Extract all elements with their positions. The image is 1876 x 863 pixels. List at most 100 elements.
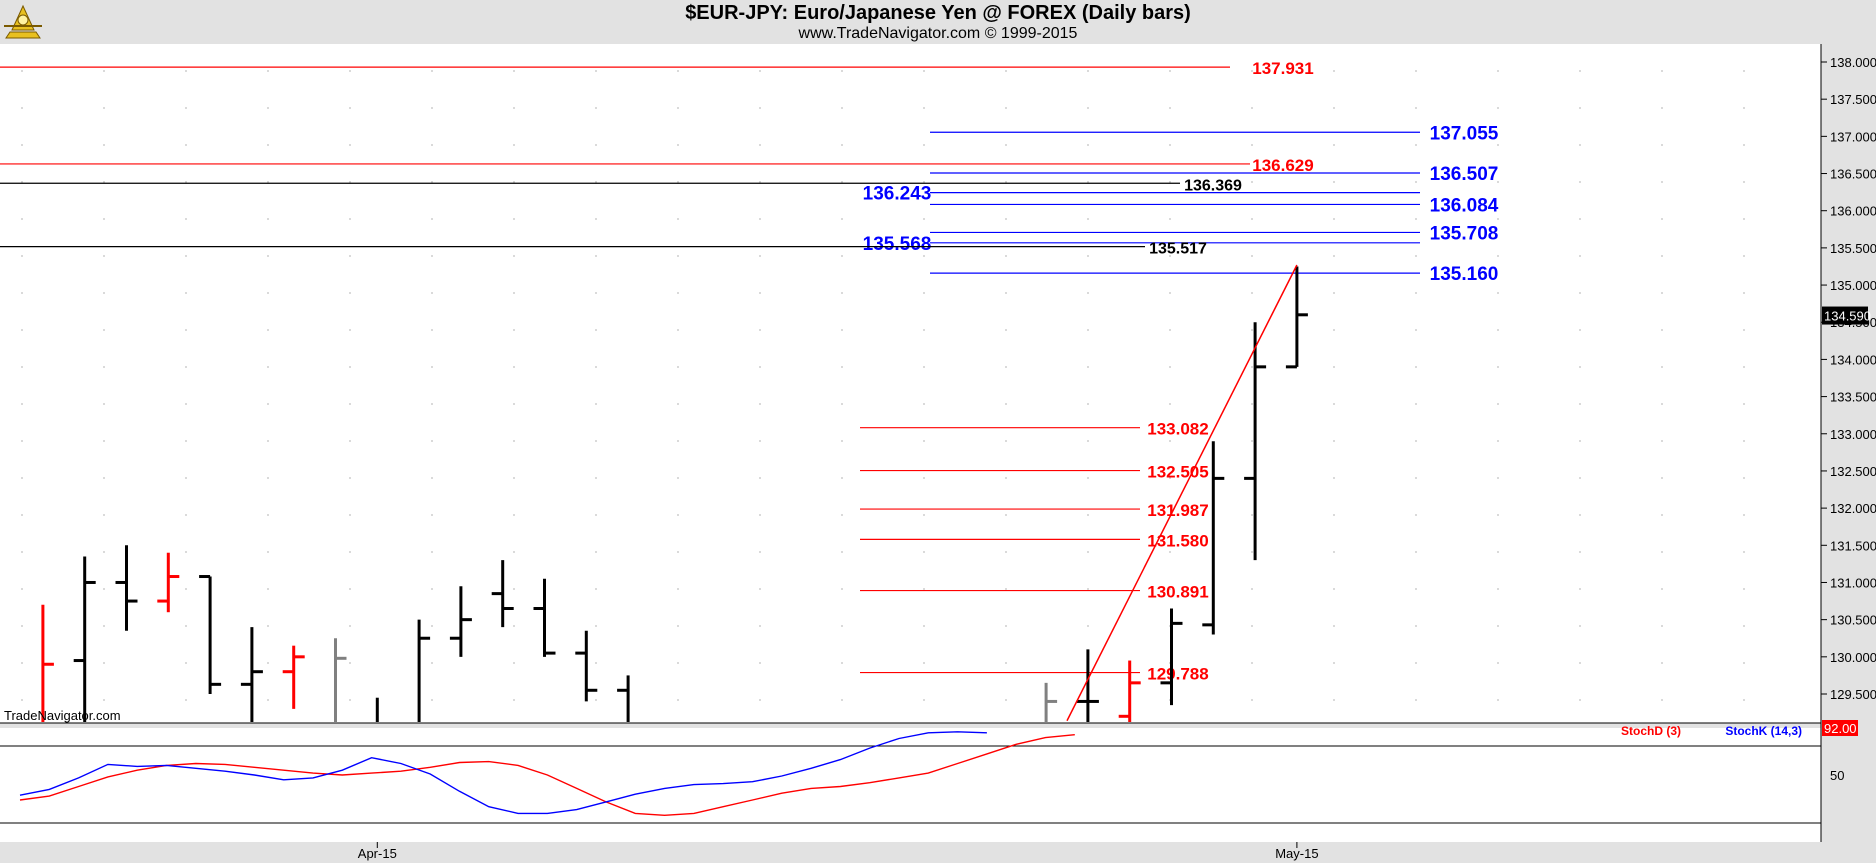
grid-dot <box>103 477 105 479</box>
grid-dot <box>1415 403 1417 405</box>
grid-dot <box>1005 588 1007 590</box>
grid-dot <box>1333 514 1335 516</box>
grid-dot <box>1005 403 1007 405</box>
grid-dot <box>513 588 515 590</box>
grid-dot <box>1579 551 1581 553</box>
grid-dot <box>677 514 679 516</box>
grid-dot <box>1169 70 1171 72</box>
grid-dot <box>1415 477 1417 479</box>
grid-dot <box>21 699 23 701</box>
grid-dot <box>1579 70 1581 72</box>
grid-dot <box>1743 292 1745 294</box>
grid-dot <box>1169 107 1171 109</box>
grid-dot <box>21 366 23 368</box>
chart-title: $EUR-JPY: Euro/Japanese Yen @ FOREX (Dai… <box>685 2 1191 24</box>
grid-dot <box>1005 255 1007 257</box>
grid-dot <box>103 181 105 183</box>
grid-dot <box>185 625 187 627</box>
grid-dot <box>923 625 925 627</box>
grid-dot <box>185 551 187 553</box>
stoch-series-line <box>19 734 1075 817</box>
grid-dot <box>431 366 433 368</box>
y-tick-label: 133.000 <box>1830 427 1876 442</box>
grid-dot <box>185 255 187 257</box>
grid-dot <box>267 255 269 257</box>
grid-dot <box>103 514 105 516</box>
grid-dot <box>1743 329 1745 331</box>
grid-dot <box>1415 588 1417 590</box>
grid-dot <box>431 255 433 257</box>
grid-dot <box>1087 218 1089 220</box>
grid-dot <box>759 255 761 257</box>
grid-dot <box>431 70 433 72</box>
y-tick-label: 132.500 <box>1830 464 1876 479</box>
grid-dot <box>1169 329 1171 331</box>
grid-dot <box>21 107 23 109</box>
grid-dot <box>267 403 269 405</box>
grid-dot <box>21 551 23 553</box>
y-tick-label: 135.500 <box>1830 241 1876 256</box>
y-tick-label: 136.500 <box>1830 167 1876 182</box>
grid-dot <box>1087 551 1089 553</box>
grid-dot <box>677 218 679 220</box>
grid-dot <box>267 70 269 72</box>
grid-dot <box>1251 403 1253 405</box>
grid-dot <box>1087 403 1089 405</box>
grid-dot <box>349 292 351 294</box>
level-label: 130.891 <box>1147 583 1208 602</box>
grid-dot <box>759 70 761 72</box>
grid-dot <box>1415 70 1417 72</box>
grid-dot <box>1415 551 1417 553</box>
grid-dot <box>513 329 515 331</box>
grid-dot <box>595 440 597 442</box>
grid-dot <box>1251 181 1253 183</box>
grid-dot <box>1333 588 1335 590</box>
y-tick-label: 138.000 <box>1830 55 1876 70</box>
grid-dot <box>513 181 515 183</box>
grid-dot <box>677 551 679 553</box>
grid-dot <box>923 181 925 183</box>
grid-dot <box>21 70 23 72</box>
grid-dot <box>759 218 761 220</box>
grid-dot <box>1661 144 1663 146</box>
grid-dot <box>677 403 679 405</box>
grid-dot <box>1333 366 1335 368</box>
grid-dot <box>1333 699 1335 701</box>
grid-dot <box>1743 514 1745 516</box>
grid-dot <box>267 144 269 146</box>
y-tick-label: 133.500 <box>1830 390 1876 405</box>
grid-dot <box>1743 107 1745 109</box>
grid-dot <box>923 292 925 294</box>
grid-dot <box>1415 181 1417 183</box>
level-label: 137.931 <box>1252 59 1313 78</box>
grid-dot <box>103 107 105 109</box>
grid-dot <box>759 403 761 405</box>
grid-dot <box>185 440 187 442</box>
grid-dot <box>1333 662 1335 664</box>
grid-dot <box>1005 699 1007 701</box>
grid-dot <box>1579 440 1581 442</box>
grid-dot <box>349 255 351 257</box>
grid-dot <box>21 144 23 146</box>
grid-dot <box>759 625 761 627</box>
grid-dot <box>1169 144 1171 146</box>
grid-dot <box>21 662 23 664</box>
grid-dot <box>1251 699 1253 701</box>
grid-dot <box>267 218 269 220</box>
grid-dot <box>431 662 433 664</box>
watermark: TradeNavigator.com <box>4 708 121 723</box>
grid-dot <box>1169 440 1171 442</box>
grid-dot <box>1333 107 1335 109</box>
grid-dot <box>513 403 515 405</box>
level-label: 135.708 <box>1430 223 1499 244</box>
grid-dot <box>1415 255 1417 257</box>
grid-dot <box>185 144 187 146</box>
y-tick-label: 135.000 <box>1830 278 1876 293</box>
grid-dot <box>1579 107 1581 109</box>
grid-dot <box>267 366 269 368</box>
grid-dot <box>349 366 351 368</box>
grid-dot <box>677 329 679 331</box>
grid-dot <box>677 292 679 294</box>
grid-dot <box>841 551 843 553</box>
